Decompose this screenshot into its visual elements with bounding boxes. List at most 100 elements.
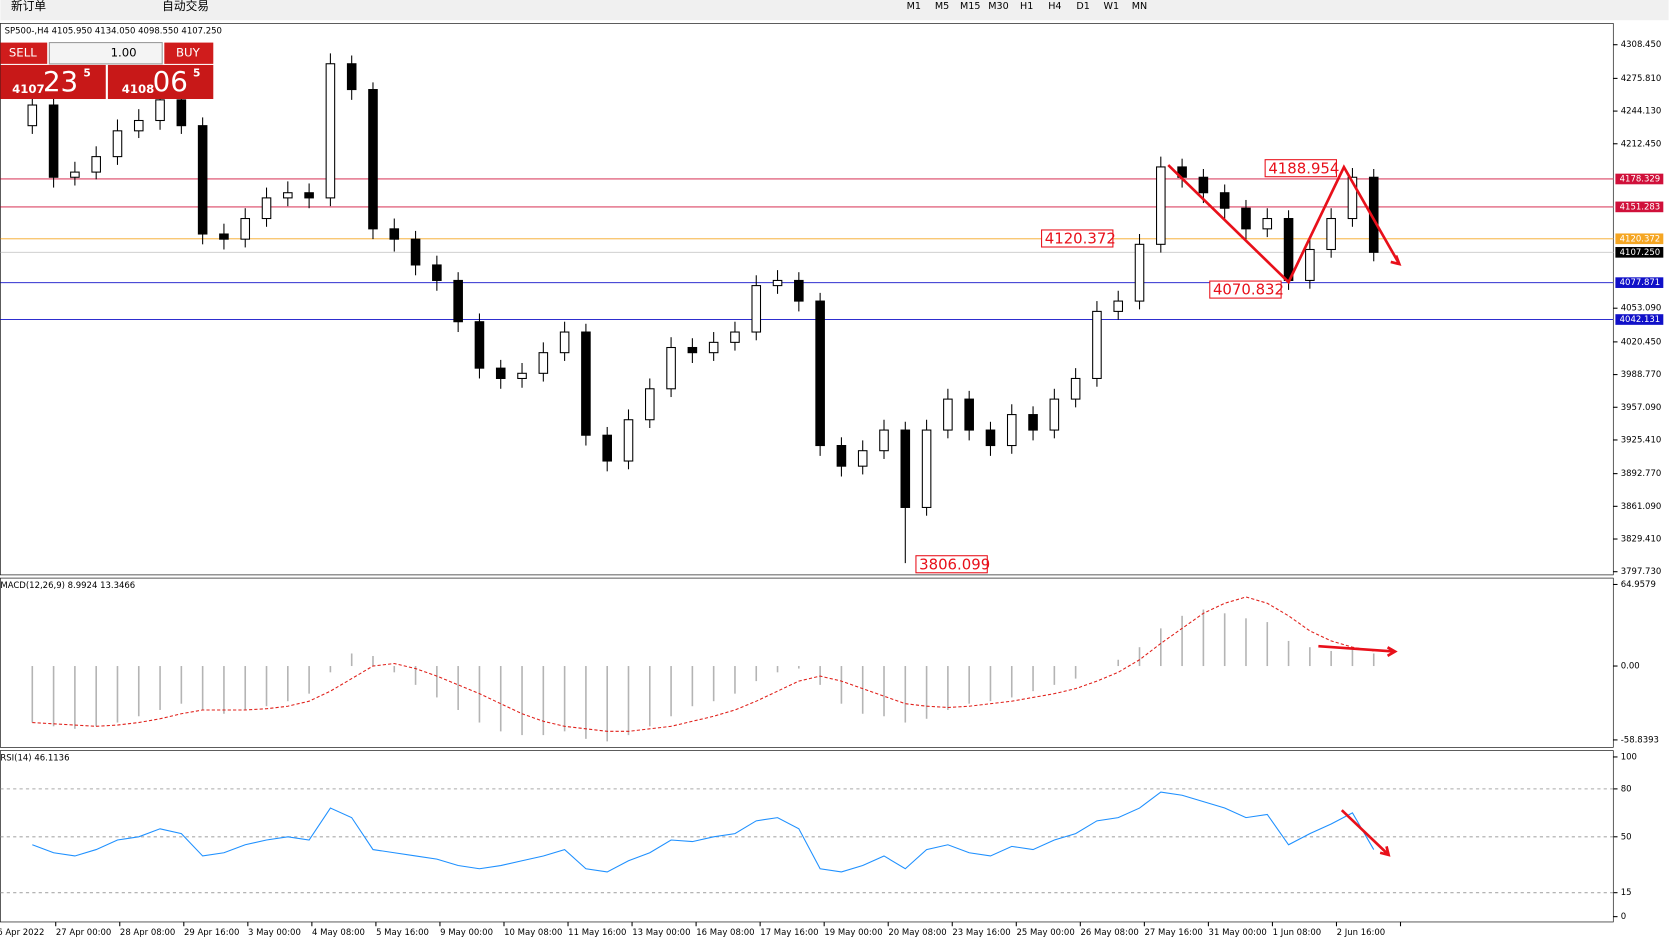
x-tick-label: 23 May 16:00 [952, 928, 1010, 938]
level-label-box [1615, 277, 1664, 288]
x-tick-label: 25 May 00:00 [1016, 928, 1074, 938]
timeframe[interactable]: M30 [988, 1, 1008, 12]
macd-panel [0, 577, 1614, 748]
buy-button[interactable] [164, 42, 214, 64]
x-tick-label: 31 May 00:00 [1209, 928, 1267, 938]
buy-label[interactable]: BUY [176, 46, 201, 60]
timeframe[interactable]: M1 [907, 1, 921, 12]
candle-body [91, 156, 101, 173]
timeframe[interactable]: MN [1132, 1, 1147, 12]
y-tick-label: 3988.770 [1621, 370, 1662, 380]
y-tick-label: 50 [1621, 832, 1632, 842]
sell-label[interactable]: SELL [9, 46, 37, 60]
annotation-box [1264, 159, 1338, 178]
y-tick-label: 3829.410 [1621, 535, 1662, 545]
sell-button[interactable] [0, 42, 48, 64]
x-tick-label: 29 Apr 16:00 [184, 928, 239, 938]
candle-body [1326, 217, 1336, 251]
candle-body [815, 300, 825, 447]
level-label: 4120.372 [1620, 234, 1661, 244]
level-label-box [1615, 247, 1664, 258]
x-tick-label: 27 Apr 00:00 [56, 928, 111, 938]
annotation: 3806.099 [919, 555, 990, 573]
candle-body [1134, 243, 1145, 302]
candle-body [1347, 176, 1358, 220]
y-tick-label: 0 [1621, 912, 1626, 922]
annotation: 4070.832 [1213, 281, 1284, 299]
x-tick-label: 2 Jun 16:00 [1337, 928, 1386, 938]
timeframe[interactable]: H1 [1020, 1, 1033, 12]
candle-body [27, 104, 38, 127]
signal-line [32, 596, 1374, 732]
candle-body [325, 63, 336, 199]
candle-body [283, 192, 293, 199]
timeframe[interactable]: M15 [960, 1, 980, 12]
lots-box[interactable] [48, 42, 163, 65]
sell-pips: 23 [43, 65, 78, 98]
x-tick-label: 27 May 16:00 [1145, 928, 1203, 938]
y-tick-label: 3957.090 [1621, 403, 1662, 413]
y-tick-label: 4212.450 [1621, 139, 1662, 149]
timeframe[interactable]: M5 [935, 1, 949, 12]
rsi-title: RSI(14) 46.1136 [0, 754, 69, 764]
candle-body [1092, 310, 1102, 380]
timeframe[interactable]: W1 [1104, 1, 1120, 12]
level-label: 4151.283 [1620, 202, 1661, 212]
candle-body [708, 341, 719, 354]
annotation-box [1209, 280, 1282, 299]
candle-body [261, 197, 272, 220]
buy-price-box[interactable] [107, 64, 214, 100]
x-tick-label: 16 May 08:00 [696, 928, 754, 938]
candle-body [751, 285, 762, 333]
level-label-box [1615, 314, 1664, 325]
level-label-box [1615, 173, 1664, 185]
candle-body [495, 367, 506, 380]
lots[interactable]: 1.00 [111, 46, 137, 60]
candle-body [1368, 176, 1379, 253]
new-order[interactable]: 新订单 [11, 0, 46, 13]
candle-body [1198, 176, 1209, 194]
x-tick-label: 13 May 00:00 [632, 928, 690, 938]
level-label: 4042.131 [1620, 315, 1661, 325]
candle-body [1070, 377, 1081, 400]
candle-body [730, 331, 740, 343]
x-tick-label: 19 May 00:00 [824, 928, 882, 938]
candle-body [219, 233, 229, 240]
candle-body [644, 388, 655, 421]
y-tick-label: 64.9579 [1621, 580, 1656, 590]
level-label-box [1615, 233, 1664, 245]
candle-body [133, 119, 144, 132]
main-panel [0, 23, 1614, 576]
y-tick-label: -58.8393 [1621, 735, 1659, 745]
candle-body [474, 321, 485, 369]
candle-body [879, 429, 889, 452]
sell-big: 4107 [12, 82, 45, 96]
candle-body [410, 238, 421, 266]
toolbar [0, 0, 1669, 21]
level-label: 4178.329 [1620, 174, 1661, 184]
candle-body [602, 434, 612, 462]
candle-body [921, 429, 932, 508]
x-tick-label: 17 May 16:00 [760, 928, 818, 938]
annotation: 4120.372 [1045, 230, 1116, 248]
candle-body [240, 217, 251, 240]
x-tick-label: 10 May 08:00 [504, 928, 562, 938]
sell-price-box[interactable] [0, 64, 106, 100]
candle-body [1156, 166, 1166, 245]
candle-body [389, 228, 400, 240]
candle-body [836, 445, 847, 467]
timeframe[interactable]: D1 [1076, 1, 1089, 12]
chart-title: SP500-,H4 4105.950 4134.050 4098.550 410… [5, 26, 222, 36]
timeframe[interactable]: H4 [1048, 1, 1061, 12]
candle-body [1006, 414, 1017, 447]
candle-body [1283, 217, 1294, 281]
candle-body [1113, 300, 1124, 312]
x-tick-label: 26 May 08:00 [1080, 928, 1138, 938]
candle-body [857, 450, 868, 467]
auto-trading[interactable]: 自动交易 [162, 0, 209, 13]
candle-body [1262, 217, 1273, 230]
candle-body [1049, 398, 1060, 431]
candle-body [1028, 414, 1038, 431]
